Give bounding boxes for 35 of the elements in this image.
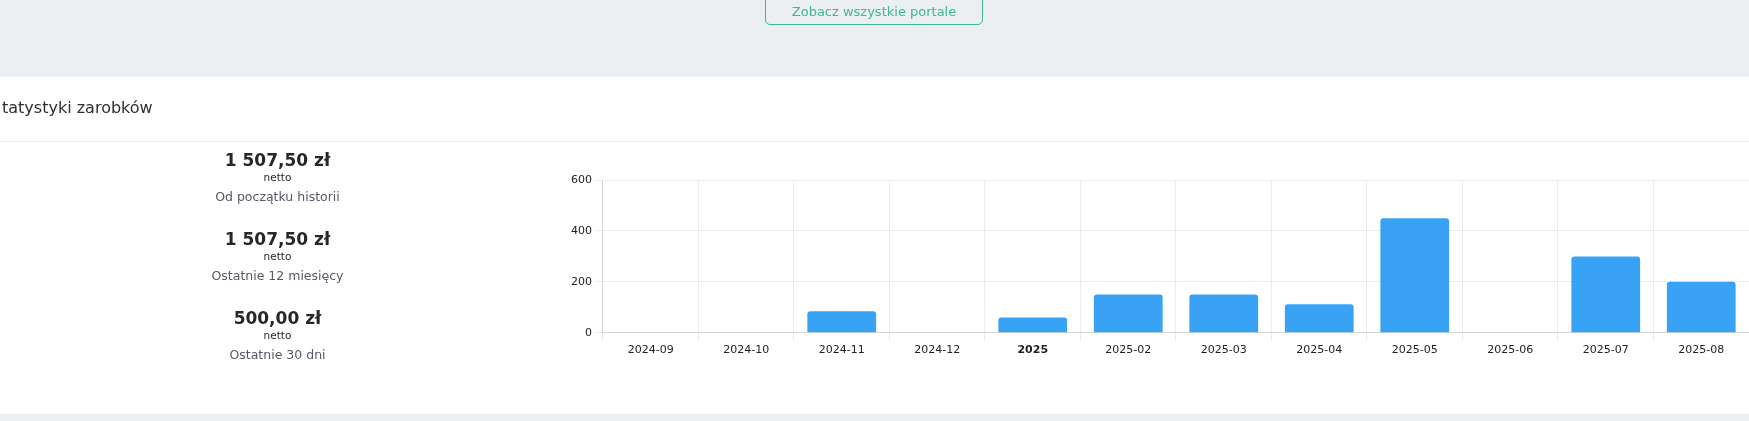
x-tick-label: 2024-11 bbox=[818, 343, 865, 357]
text: netto bbox=[262, 171, 293, 183]
bar bbox=[1189, 294, 1259, 333]
x-tick-label: 2025-07 bbox=[1582, 343, 1629, 357]
x-tick-label: 2025 bbox=[1017, 343, 1049, 357]
text: netto bbox=[262, 329, 293, 341]
x-tick-label: 2025-03 bbox=[1200, 343, 1247, 357]
text: tatystyki zarobków bbox=[2, 98, 153, 117]
button: Zobacz wszystkie portale bbox=[765, 0, 983, 25]
y-tick-label: 0 bbox=[585, 325, 592, 339]
text: Ostatnie 30 dni bbox=[228, 347, 327, 362]
y-tick-label: 200 bbox=[571, 274, 592, 288]
bar bbox=[1571, 256, 1641, 333]
x-tick-label: 2025-06 bbox=[1487, 343, 1534, 357]
bar bbox=[1093, 294, 1163, 333]
bar bbox=[998, 317, 1068, 333]
y-tick-label: 400 bbox=[571, 223, 592, 237]
x-tick-label: 2024-09 bbox=[627, 343, 674, 357]
text: Ostatnie 12 miesięcy bbox=[210, 268, 345, 283]
text: 1 507,50 zł bbox=[223, 229, 332, 249]
bar bbox=[807, 311, 877, 333]
x-tick-label: 2025-04 bbox=[1296, 343, 1343, 357]
bar bbox=[1284, 304, 1354, 333]
bar bbox=[1380, 218, 1450, 333]
text: netto bbox=[262, 250, 293, 262]
text: Od początku historii bbox=[214, 189, 341, 204]
x-tick-label: 2025-05 bbox=[1391, 343, 1438, 357]
y-tick-label: 600 bbox=[571, 172, 592, 186]
text: 1 507,50 zł bbox=[223, 150, 332, 170]
x-tick-label: 2025-08 bbox=[1678, 343, 1725, 357]
text: 500,00 zł bbox=[232, 308, 323, 328]
x-tick-label: 2024-10 bbox=[723, 343, 770, 357]
x-tick-label: 2025-02 bbox=[1105, 343, 1152, 357]
bar bbox=[1666, 281, 1736, 333]
x-tick-label: 2024-12 bbox=[914, 343, 961, 357]
